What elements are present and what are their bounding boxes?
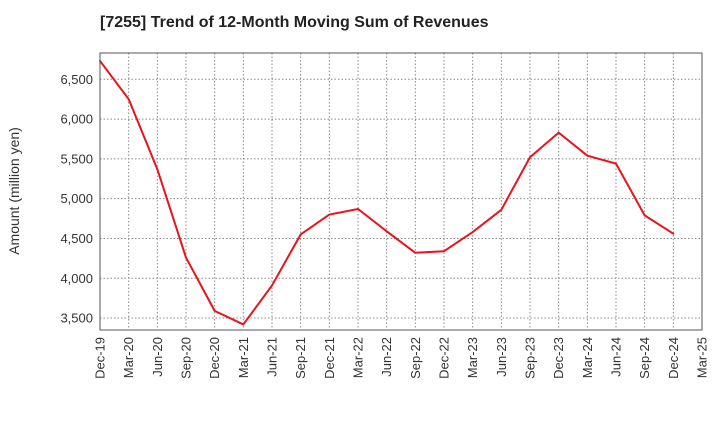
x-tick-label: Jun-21: [265, 337, 280, 377]
x-tick-label: Sep-21: [293, 337, 308, 379]
x-tick-label: Dec-20: [207, 337, 222, 379]
x-tick-labels: Dec-19 Mar-20 Jun-20 Sep-20 Dec-20 Mar-21 Jun-…: [93, 337, 710, 379]
x-tick-label: Mar-22: [351, 337, 366, 378]
x-tick-label: Sep-24: [637, 337, 652, 379]
x-tick-label: Mar-24: [580, 337, 595, 378]
series-layer: [99, 59, 675, 326]
x-tick-label: Sep-23: [523, 337, 538, 379]
x-tick-label: Sep-22: [408, 337, 423, 379]
grid-lines: [100, 53, 702, 330]
x-tick-label: Dec-21: [322, 337, 337, 379]
x-tick-label: Jun-22: [379, 337, 394, 377]
x-tick-label: Dec-23: [551, 337, 566, 379]
x-tick-label: Mar-20: [121, 337, 136, 378]
x-tick-label: Jun-20: [150, 337, 165, 377]
x-tick-label: Dec-24: [666, 337, 681, 379]
x-tick-label: Dec-19: [93, 337, 108, 379]
x-tick-label: Dec-22: [437, 337, 452, 379]
x-tick-label: Jun-23: [494, 337, 509, 377]
plot-frame: [99, 52, 703, 331]
x-tick-label: Sep-20: [179, 337, 194, 379]
y-tick-label: 5,000: [60, 191, 93, 206]
y-tick-label: 5,500: [60, 151, 93, 166]
x-tick-label: Mar-21: [236, 337, 251, 378]
y-tick-label: 4,500: [60, 231, 93, 246]
y-tick-label: 4,000: [60, 271, 93, 286]
x-tick-label: Mar-23: [465, 337, 480, 378]
chart-title: [7255] Trend of 12-Month Moving Sum of R…: [100, 14, 489, 31]
x-tick-label: Mar-25: [695, 337, 710, 378]
y-axis-label: Amount (million yen): [6, 127, 22, 255]
y-tick-labels: 3,500 4,000 4,500 5,000 5,500 6,000 6,500: [60, 72, 93, 326]
x-tick-label: Jun-24: [609, 337, 624, 377]
y-tick-label: 6,500: [60, 72, 93, 87]
revenue-series-line: [99, 59, 675, 326]
y-tick-label: 6,000: [60, 112, 93, 127]
y-tick-label: 3,500: [60, 311, 93, 326]
